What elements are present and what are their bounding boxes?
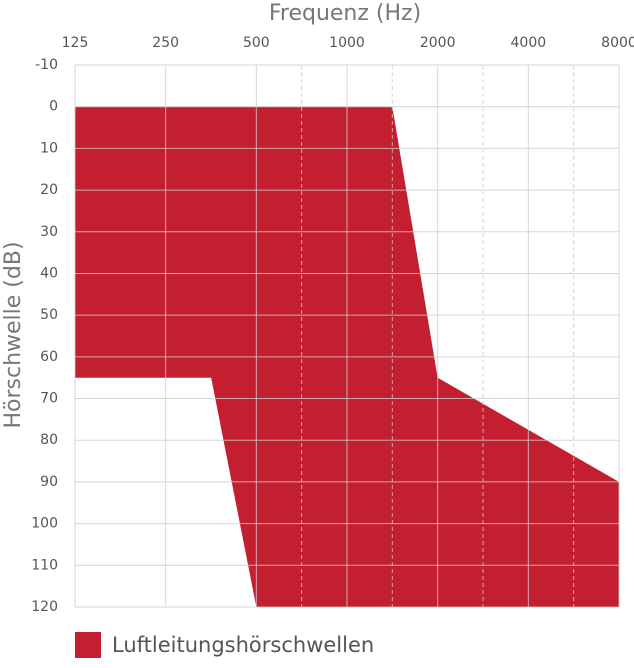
y-tick-label: 110 (31, 557, 58, 573)
x-tick-label: 125 (62, 35, 89, 51)
y-tick-label: 60 (40, 349, 58, 365)
y-tick-label: 80 (40, 432, 58, 448)
x-tick-label: 2000 (420, 35, 456, 51)
y-tick-label: 40 (40, 265, 58, 281)
y-tick-label: 0 (49, 99, 58, 115)
legend-swatch (75, 632, 101, 658)
chart-title: Frequenz (Hz) (269, 1, 421, 26)
x-tick-label: 4000 (511, 35, 547, 51)
y-tick-label: 30 (40, 224, 58, 240)
y-tick-label: 120 (31, 599, 58, 615)
x-tick-label: 500 (243, 35, 270, 51)
x-tick-label: 8000 (601, 35, 634, 51)
y-tick-label: 20 (40, 182, 58, 198)
y-tick-label: 90 (40, 474, 58, 490)
x-tick-label: 250 (152, 35, 179, 51)
y-tick-label: -10 (35, 57, 58, 73)
legend-label: Luftleitungshörschwellen (112, 633, 374, 657)
y-axis-label: Hörschwelle (dB) (1, 241, 26, 428)
y-tick-label: 10 (40, 140, 58, 156)
y-tick-label: 70 (40, 391, 58, 407)
x-tick-label: 1000 (329, 35, 365, 51)
y-tick-label: 50 (40, 307, 58, 323)
y-tick-label: 100 (31, 516, 58, 532)
